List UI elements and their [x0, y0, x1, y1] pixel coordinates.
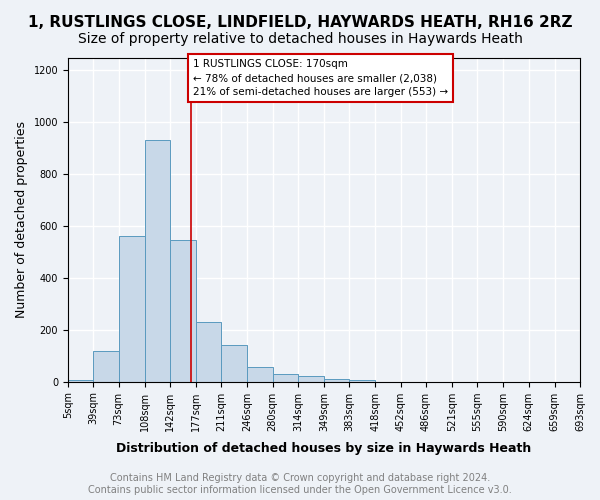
Bar [221, 346, 247, 382]
Bar [272, 374, 298, 382]
Bar [170, 240, 196, 382]
Text: 1, RUSTLINGS CLOSE, LINDFIELD, HAYWARDS HEATH, RH16 2RZ: 1, RUSTLINGS CLOSE, LINDFIELD, HAYWARDS … [28, 15, 572, 30]
Bar [93, 350, 119, 382]
Bar [119, 236, 145, 382]
X-axis label: Distribution of detached houses by size in Haywards Heath: Distribution of detached houses by size … [116, 442, 532, 455]
Bar [349, 380, 376, 382]
Bar [145, 140, 170, 382]
Bar [196, 322, 221, 382]
Text: 1 RUSTLINGS CLOSE: 170sqm
← 78% of detached houses are smaller (2,038)
21% of se: 1 RUSTLINGS CLOSE: 170sqm ← 78% of detac… [193, 59, 448, 97]
Bar [324, 379, 349, 382]
Text: Size of property relative to detached houses in Haywards Heath: Size of property relative to detached ho… [77, 32, 523, 46]
Text: Contains HM Land Registry data © Crown copyright and database right 2024.
Contai: Contains HM Land Registry data © Crown c… [88, 474, 512, 495]
Bar [68, 380, 93, 382]
Bar [247, 366, 272, 382]
Y-axis label: Number of detached properties: Number of detached properties [15, 121, 28, 318]
Bar [298, 376, 324, 382]
